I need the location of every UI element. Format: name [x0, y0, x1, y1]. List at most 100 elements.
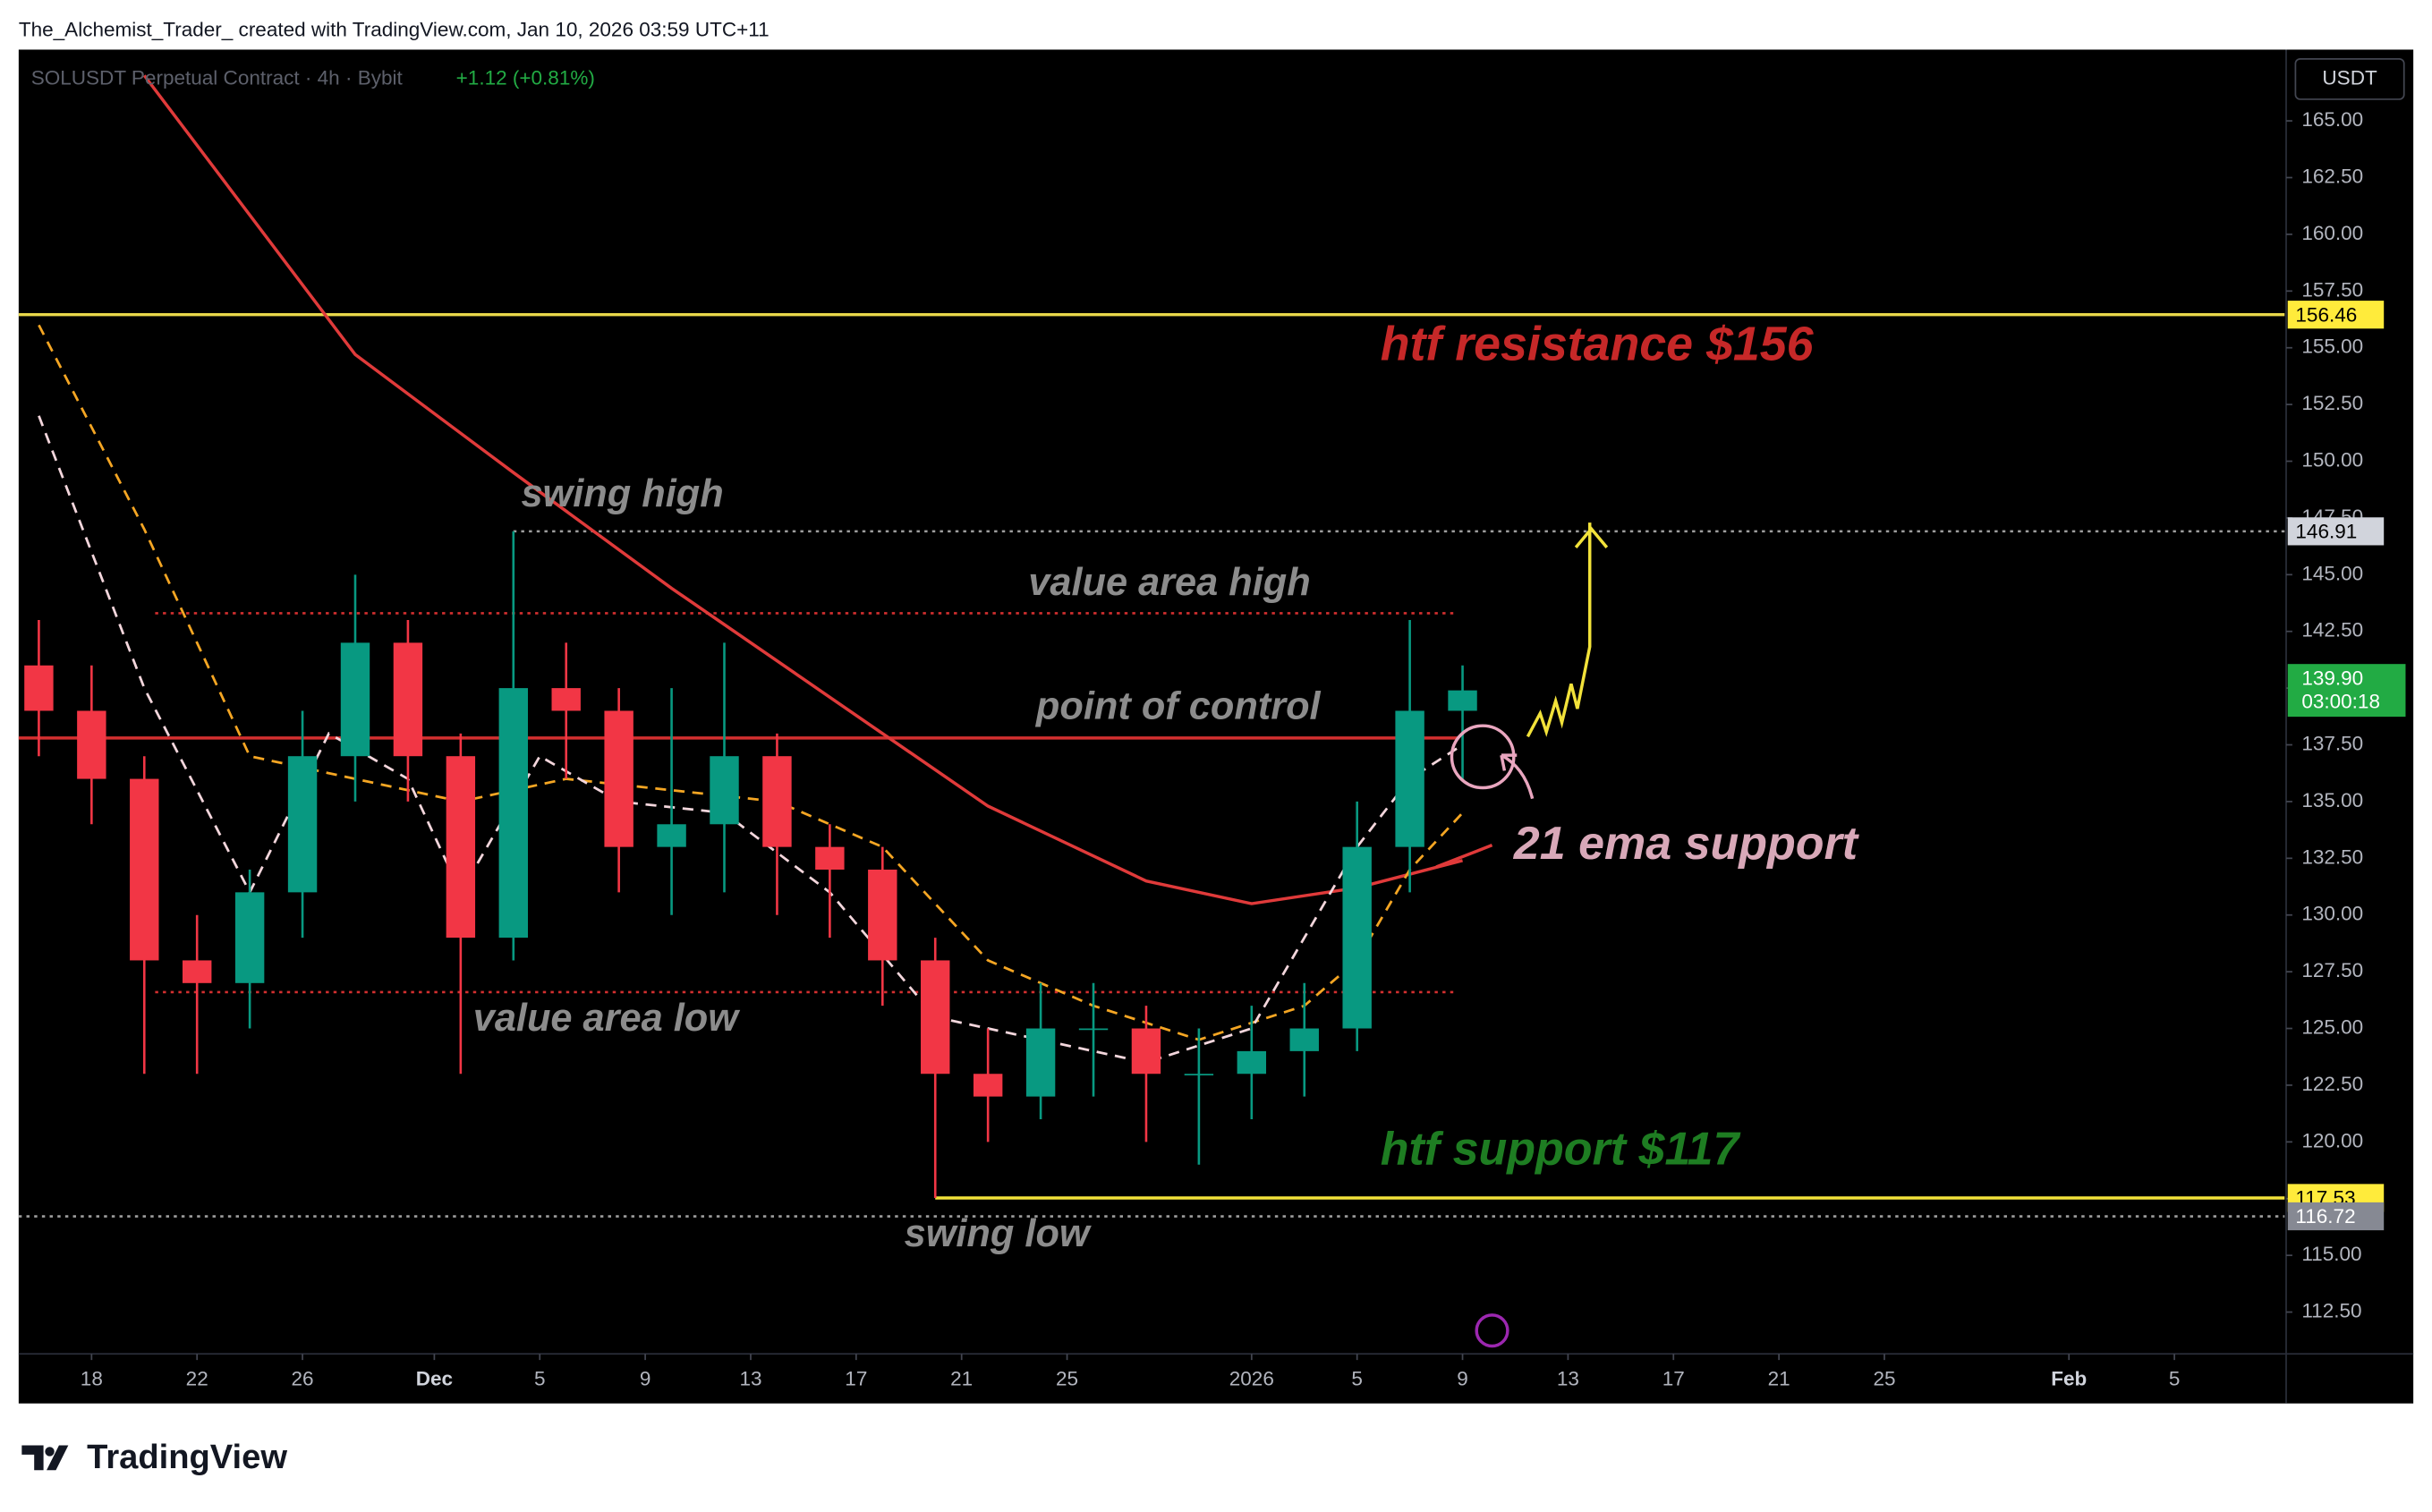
- candle-body: [1448, 690, 1477, 711]
- pointer-arrow: [1500, 753, 1535, 800]
- annotation: htf resistance $156: [1381, 317, 1815, 370]
- x-tick-label: 2026: [1229, 1368, 1274, 1390]
- y-tick-label: 120.00: [2301, 1129, 2363, 1151]
- indicator-line: [38, 324, 1464, 1041]
- x-tick-label: 9: [1457, 1368, 1468, 1390]
- price-tag-label: 116.72: [2295, 1205, 2355, 1227]
- y-tick-label: 142.50: [2301, 619, 2363, 641]
- candle-body: [657, 824, 686, 847]
- y-tick-label: 115.00: [2301, 1243, 2361, 1265]
- x-tick-label: 22: [186, 1368, 208, 1390]
- header: The_Alchemist_Trader_ created with Tradi…: [19, 19, 770, 41]
- annotation: point of control: [1035, 685, 1322, 728]
- candle-body: [1025, 1028, 1056, 1097]
- annotation: value area low: [473, 997, 742, 1040]
- candle-body: [130, 778, 159, 961]
- x-tick-label: 26: [292, 1368, 314, 1390]
- y-tick-label: 145.00: [2301, 562, 2363, 584]
- candle-body: [393, 642, 423, 757]
- candle-body: [1395, 710, 1424, 847]
- candle-body: [815, 846, 845, 871]
- x-tick-label: 21: [950, 1368, 973, 1390]
- y-tick-label: 122.50: [2301, 1073, 2363, 1095]
- candle-body: [973, 1074, 1003, 1097]
- x-tick-label: 21: [1768, 1368, 1790, 1390]
- countdown: 03:00:18: [2301, 690, 2380, 712]
- candle-body: [24, 665, 54, 711]
- y-tick-label: 125.00: [2301, 1015, 2363, 1038]
- pointer-line: [1435, 844, 1493, 869]
- candle-body: [551, 688, 581, 711]
- currency-box[interactable]: [2294, 58, 2405, 100]
- candle-body: [446, 756, 476, 939]
- x-tick-label: 5: [2169, 1368, 2181, 1390]
- last-price-tag: [2287, 664, 2406, 718]
- y-tick-label: 157.50: [2301, 278, 2363, 301]
- logo-dot: [45, 1447, 55, 1457]
- x-tick-label: 25: [1873, 1368, 1895, 1390]
- indicator-line: [38, 415, 1464, 1065]
- y-tick-label: 130.00: [2301, 903, 2363, 925]
- footer-logo: TradingView: [87, 1438, 287, 1476]
- price-tag-label: 146.91: [2295, 521, 2357, 543]
- annotation: swing high: [521, 472, 723, 515]
- price-tag: [2287, 301, 2385, 329]
- price-tag-label: 156.46: [2295, 303, 2357, 326]
- x-tick-label: 25: [1056, 1368, 1078, 1390]
- candle-body: [234, 892, 265, 983]
- candle-body: [1131, 1028, 1161, 1075]
- candle-body: [182, 960, 212, 983]
- y-tick-label: 127.50: [2301, 959, 2363, 981]
- logo-icon: [21, 1445, 69, 1471]
- candle-body: [762, 756, 792, 847]
- alert-icon[interactable]: [1475, 1313, 1509, 1348]
- x-tick-label: 17: [1662, 1368, 1685, 1390]
- y-tick-label: 150.00: [2301, 448, 2363, 471]
- x-tick-label: Dec: [416, 1368, 453, 1390]
- y-tick-label: 135.00: [2301, 789, 2363, 811]
- candle-body: [868, 870, 897, 961]
- annotation: 21 ema support: [1513, 818, 1860, 870]
- x-tick-label: 9: [640, 1368, 651, 1390]
- x-tick-label: 5: [534, 1368, 546, 1390]
- x-tick-label: 17: [845, 1368, 867, 1390]
- currency: USDT: [2322, 66, 2377, 89]
- price-tag: [2287, 517, 2385, 546]
- y-tick-label: 160.00: [2301, 222, 2363, 244]
- candle-body: [77, 710, 106, 779]
- x-tick-label: 5: [1351, 1368, 1363, 1390]
- candle-body: [921, 960, 950, 1075]
- price-change: +1.12 (+0.81%): [456, 66, 595, 89]
- plot: [18, 74, 2285, 1218]
- last-price-label: 139.90: [2301, 667, 2363, 689]
- y-tick-label: 162.50: [2301, 165, 2363, 187]
- projection-path: [1526, 522, 1592, 738]
- annotation: value area high: [1028, 561, 1310, 604]
- y-tick-label: 137.50: [2301, 732, 2363, 754]
- y-tick-label: 165.00: [2301, 108, 2363, 131]
- candle-body: [1342, 846, 1372, 1029]
- y-tick-label: 155.00: [2301, 336, 2363, 358]
- candle-body: [1184, 1074, 1214, 1075]
- annotation: swing low: [905, 1212, 1093, 1255]
- candle-body: [498, 688, 528, 939]
- x-tick-label: 13: [739, 1368, 761, 1390]
- y-tick-label: 152.50: [2301, 392, 2363, 414]
- candle-body: [287, 756, 318, 893]
- candle-body: [1289, 1028, 1319, 1051]
- y-tick-label: 112.50: [2301, 1299, 2361, 1321]
- x-tick-label: 18: [81, 1368, 103, 1390]
- x-tick-label: 13: [1557, 1368, 1579, 1390]
- indicator-line: [142, 74, 1463, 905]
- candle-body: [1237, 1050, 1267, 1075]
- projection-arrow: [1574, 526, 1609, 548]
- symbol-title: SOLUSDT Perpetual Contract · 4h · Bybit: [31, 66, 404, 89]
- candle-body: [1078, 1028, 1109, 1031]
- x-tick-label: Feb: [2051, 1368, 2087, 1390]
- candle-body: [604, 710, 634, 847]
- candle-body: [710, 756, 739, 825]
- candle-body: [340, 642, 370, 757]
- y-tick-label: 132.50: [2301, 845, 2363, 868]
